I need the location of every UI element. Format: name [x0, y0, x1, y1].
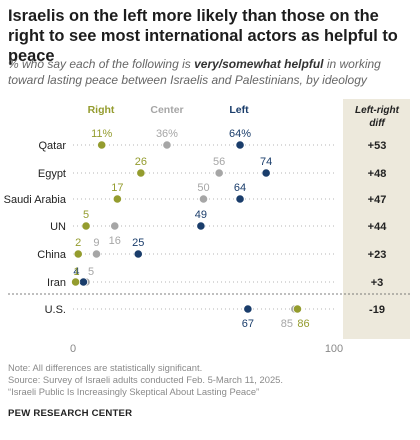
diff-column-header-line1: Left-right [355, 105, 400, 116]
dot-center-un [110, 221, 120, 231]
category-label: China [37, 249, 67, 261]
data-label-center: 9 [93, 237, 99, 249]
data-label-right: 26 [135, 156, 147, 168]
data-label-center: 5 [88, 266, 94, 278]
data-label-left: 64 [234, 182, 246, 194]
x-tick-label: 0 [70, 343, 76, 355]
diff-value: +23 [368, 249, 387, 261]
diff-value: +53 [368, 140, 387, 152]
subtitle-text-end: in working toward lasting peace between … [8, 57, 381, 87]
dot-left-egypt [261, 168, 271, 178]
data-label-right: 11% [91, 128, 112, 140]
dot-left-u-s- [243, 304, 253, 314]
category-label: Qatar [38, 140, 66, 152]
subtitle-emphasis: very/somewhat helpful [194, 57, 324, 71]
data-label-left: 67 [242, 318, 254, 330]
dot-right-egypt [136, 168, 146, 178]
data-label-left: 49 [195, 209, 207, 221]
data-label-left: 4 [73, 266, 79, 278]
dot-center-qatar [162, 140, 172, 150]
dot-right-china [73, 249, 83, 259]
dot-left-qatar [235, 140, 245, 150]
dot-right-un [81, 221, 91, 231]
diff-value: +44 [368, 221, 388, 233]
data-label-center: 16 [109, 235, 121, 247]
footer-source: Source: Survey of Israeli adults conduct… [8, 374, 283, 385]
subtitle-text: % who say each of the following is [8, 57, 195, 71]
chart-subtitle: % who say each of the following is very/… [8, 56, 412, 88]
x-tick-label: 100 [325, 343, 343, 355]
series-header-right: Right [88, 104, 115, 116]
category-label: Egypt [38, 168, 66, 180]
dot-right-iran [71, 277, 81, 287]
data-label-right: 5 [83, 209, 89, 221]
data-label-center: 56 [213, 156, 225, 168]
category-label: Iran [47, 277, 66, 289]
diff-value: +48 [368, 168, 387, 180]
data-label-left: 25 [132, 237, 144, 249]
diff-value: -19 [369, 304, 385, 316]
series-header-center: Center [150, 104, 183, 116]
dot-left-iran [78, 277, 89, 287]
dot-center-egypt [214, 168, 224, 178]
data-label-right: 1 [74, 266, 80, 278]
data-label-right: 2 [75, 237, 81, 249]
dot-right-u-s- [292, 304, 303, 314]
data-label-center: 85 [281, 318, 293, 330]
diff-value: +3 [371, 277, 384, 289]
dot-left-saudi-arabia [235, 194, 245, 204]
footer-report: “Israeli Public Is Increasingly Skeptica… [8, 386, 260, 397]
category-label: UN [50, 221, 66, 233]
footer-note: Note: All differences are statistically … [8, 362, 203, 373]
diff-column-header-line2: diff [369, 118, 386, 129]
dot-right-saudi-arabia [112, 194, 122, 204]
dot-left-china [133, 249, 143, 259]
brand-logo-text: PEW RESEARCH CENTER [8, 408, 133, 419]
dot-center-china [91, 249, 102, 259]
data-label-right: 86 [297, 318, 309, 330]
data-label-right: 17 [111, 182, 123, 194]
dot-center-saudi-arabia [198, 194, 209, 204]
diff-column-background [343, 99, 410, 339]
data-label-center: 36% [156, 128, 178, 140]
dot-left-un [196, 221, 206, 231]
dot-right-qatar [97, 140, 107, 150]
category-label: U.S. [45, 304, 66, 316]
data-label-center: 50 [197, 182, 209, 194]
category-label: Saudi Arabia [4, 194, 67, 206]
series-header-left: Left [229, 104, 249, 116]
data-label-left: 74 [260, 156, 272, 168]
data-label-left: 64% [229, 128, 251, 140]
diff-value: +47 [368, 194, 387, 206]
chart-title: Israelis on the left more likely than th… [8, 7, 398, 65]
